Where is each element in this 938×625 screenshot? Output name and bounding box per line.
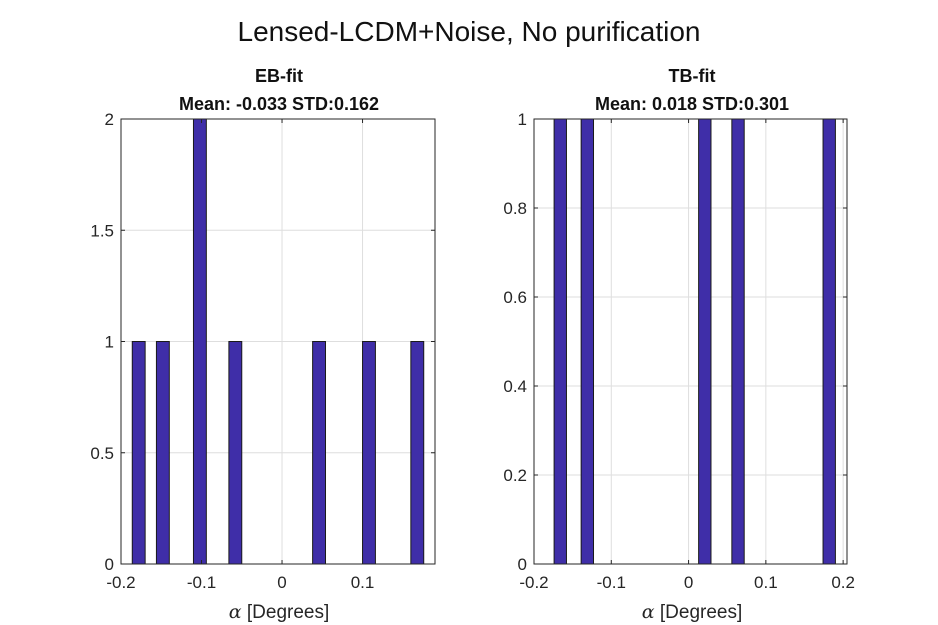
eb-bar-4 [312,341,327,565]
eb-fit-bars [131,118,425,565]
eb-bar-6 [410,341,425,565]
tb-ytick-label-1: 0.2 [503,466,527,485]
eb-fit-xlabel: α [Degrees] [229,601,330,623]
figure-suptitle: Lensed-LCDM+Noise, No purification [238,16,701,47]
tb-bar-4 [822,118,836,565]
tb-fit-xlabel-text: [Degrees] [655,602,743,623]
eb-fit-subtitle: Mean: -0.033 STD:0.162 [179,94,379,114]
eb-bar-3 [228,341,243,565]
tb-fit-panel: TB-fit Mean: 0.018 STD:0.301 -0.2 -0.1 0 0.… [503,66,855,623]
eb-bar-5 [362,341,376,565]
eb-xtick-label-3: 0.1 [351,573,375,592]
eb-xtick-label-1: -0.1 [187,573,216,592]
tb-bar-3 [731,118,745,565]
eb-ytick-label-3: 1.5 [90,221,114,240]
tb-ytick-label-0: 0 [518,555,527,574]
eb-fit-xlabel-symbol: α [229,601,242,623]
eb-ytick-label-4: 2 [105,110,114,129]
eb-fit-title: EB-fit [255,66,303,86]
tb-ytick-label-4: 0.8 [503,199,527,218]
tb-fit-tick-labels: -0.2 -0.1 0 0.1 0.2 0 0.2 0.4 0.6 0.8 1 [503,110,855,592]
tb-fit-xlabel: α [Degrees] [642,601,743,623]
tb-fit-xlabel-symbol: α [642,601,655,623]
tb-fit-subtitle: Mean: 0.018 STD:0.301 [595,94,789,114]
eb-ytick-label-0: 0 [105,555,114,574]
eb-fit-panel: EB-fit Mean: -0.033 STD:0.162 -0.2 -0.1 0 0… [90,66,436,623]
tb-fit-title: TB-fit [669,66,716,86]
eb-xtick-label-0: -0.2 [106,573,135,592]
tb-ytick-label-5: 1 [518,110,527,129]
tb-bar-0 [553,118,567,565]
tb-xtick-label-4: 0.2 [831,573,855,592]
tb-axes-box [533,118,848,565]
tb-xtick-label-2: 0 [684,573,693,592]
eb-bar-0 [131,341,146,565]
tb-bar-2 [698,118,712,565]
eb-bar-1 [155,341,170,565]
eb-fit-axes [120,118,436,565]
tb-fit-axes [533,118,848,565]
tb-xtick-label-1: -0.1 [597,573,626,592]
tb-xtick-label-3: 0.1 [754,573,778,592]
eb-ytick-label-1: 0.5 [90,444,114,463]
tb-ytick-label-3: 0.6 [503,288,527,307]
eb-xtick-label-2: 0 [277,573,286,592]
eb-fit-tick-labels: -0.2 -0.1 0 0.1 0 0.5 1 1.5 2 [90,110,374,592]
tb-xtick-label-0: -0.2 [519,573,548,592]
eb-bar-2 [192,118,207,565]
tb-bar-1 [580,118,595,565]
eb-fit-xlabel-text: [Degrees] [242,602,330,623]
tb-ytick-label-2: 0.4 [503,377,527,396]
tb-fit-bars [553,118,836,565]
eb-ytick-label-2: 1 [105,333,114,352]
